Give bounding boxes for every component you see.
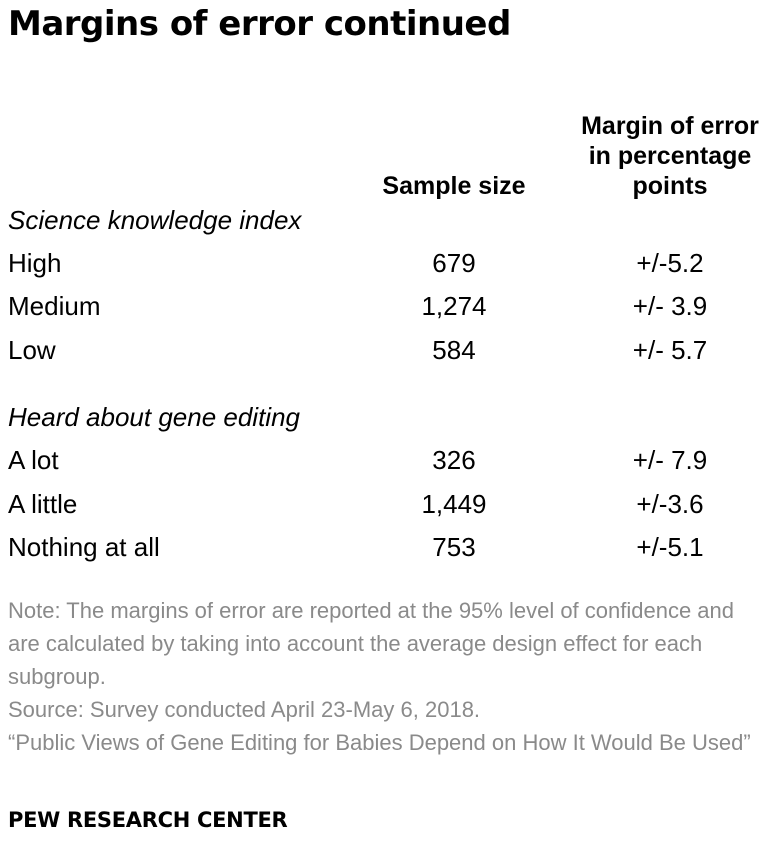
row-margin-of-error: +/- 3.9 xyxy=(632,291,708,321)
table-row: Nothing at all 753 +/-5.1 xyxy=(0,532,776,568)
row-label: Medium xyxy=(8,291,101,321)
table-row: Medium 1,274 +/- 3.9 xyxy=(0,291,776,327)
note-text: Note: The margins of error are reported … xyxy=(8,598,735,689)
row-sample-size: 1,274 xyxy=(421,291,487,321)
footnotes: Note: The margins of error are reported … xyxy=(8,594,768,759)
source-text: Source: Survey conducted April 23-May 6,… xyxy=(8,697,481,722)
table-row: High 679 +/-5.2 xyxy=(0,248,776,284)
column-header-line: Margin of error xyxy=(581,112,759,140)
row-label: A lot xyxy=(8,445,59,475)
row-sample-size: 326 xyxy=(432,445,476,475)
row-label: Low xyxy=(8,335,56,365)
row-margin-of-error: +/-5.1 xyxy=(636,532,704,562)
pew-research-center-logo: PEW RESEARCH CENTER xyxy=(8,808,288,832)
row-margin-of-error: +/-5.2 xyxy=(636,248,704,278)
column-header-line: points xyxy=(632,172,708,200)
page-title: Margins of error continued xyxy=(8,4,511,44)
table-row: A lot 326 +/- 7.9 xyxy=(0,445,776,481)
section-heading-science-knowledge: Science knowledge index xyxy=(8,205,302,235)
row-sample-size: 753 xyxy=(432,532,476,562)
column-header-sample-size: Sample size xyxy=(382,172,526,200)
row-label: A little xyxy=(8,489,78,519)
row-margin-of-error: +/- 7.9 xyxy=(632,445,708,475)
row-margin-of-error: +/-3.6 xyxy=(636,489,704,519)
report-title-text: “Public Views of Gene Editing for Babies… xyxy=(8,730,751,755)
column-header-margin-of-error: Margin of error in percentage points xyxy=(556,111,776,201)
row-sample-size: 679 xyxy=(432,248,476,278)
column-header-line: in percentage xyxy=(588,142,752,170)
table-row: Low 584 +/- 5.7 xyxy=(0,335,776,371)
table-row: A little 1,449 +/-3.6 xyxy=(0,489,776,525)
row-sample-size: 1,449 xyxy=(421,489,487,519)
section-heading-heard-about-gene-editing: Heard about gene editing xyxy=(8,402,301,432)
row-margin-of-error: +/- 5.7 xyxy=(632,335,708,365)
row-sample-size: 584 xyxy=(432,335,476,365)
row-label: Nothing at all xyxy=(8,532,160,562)
row-label: High xyxy=(8,248,62,278)
